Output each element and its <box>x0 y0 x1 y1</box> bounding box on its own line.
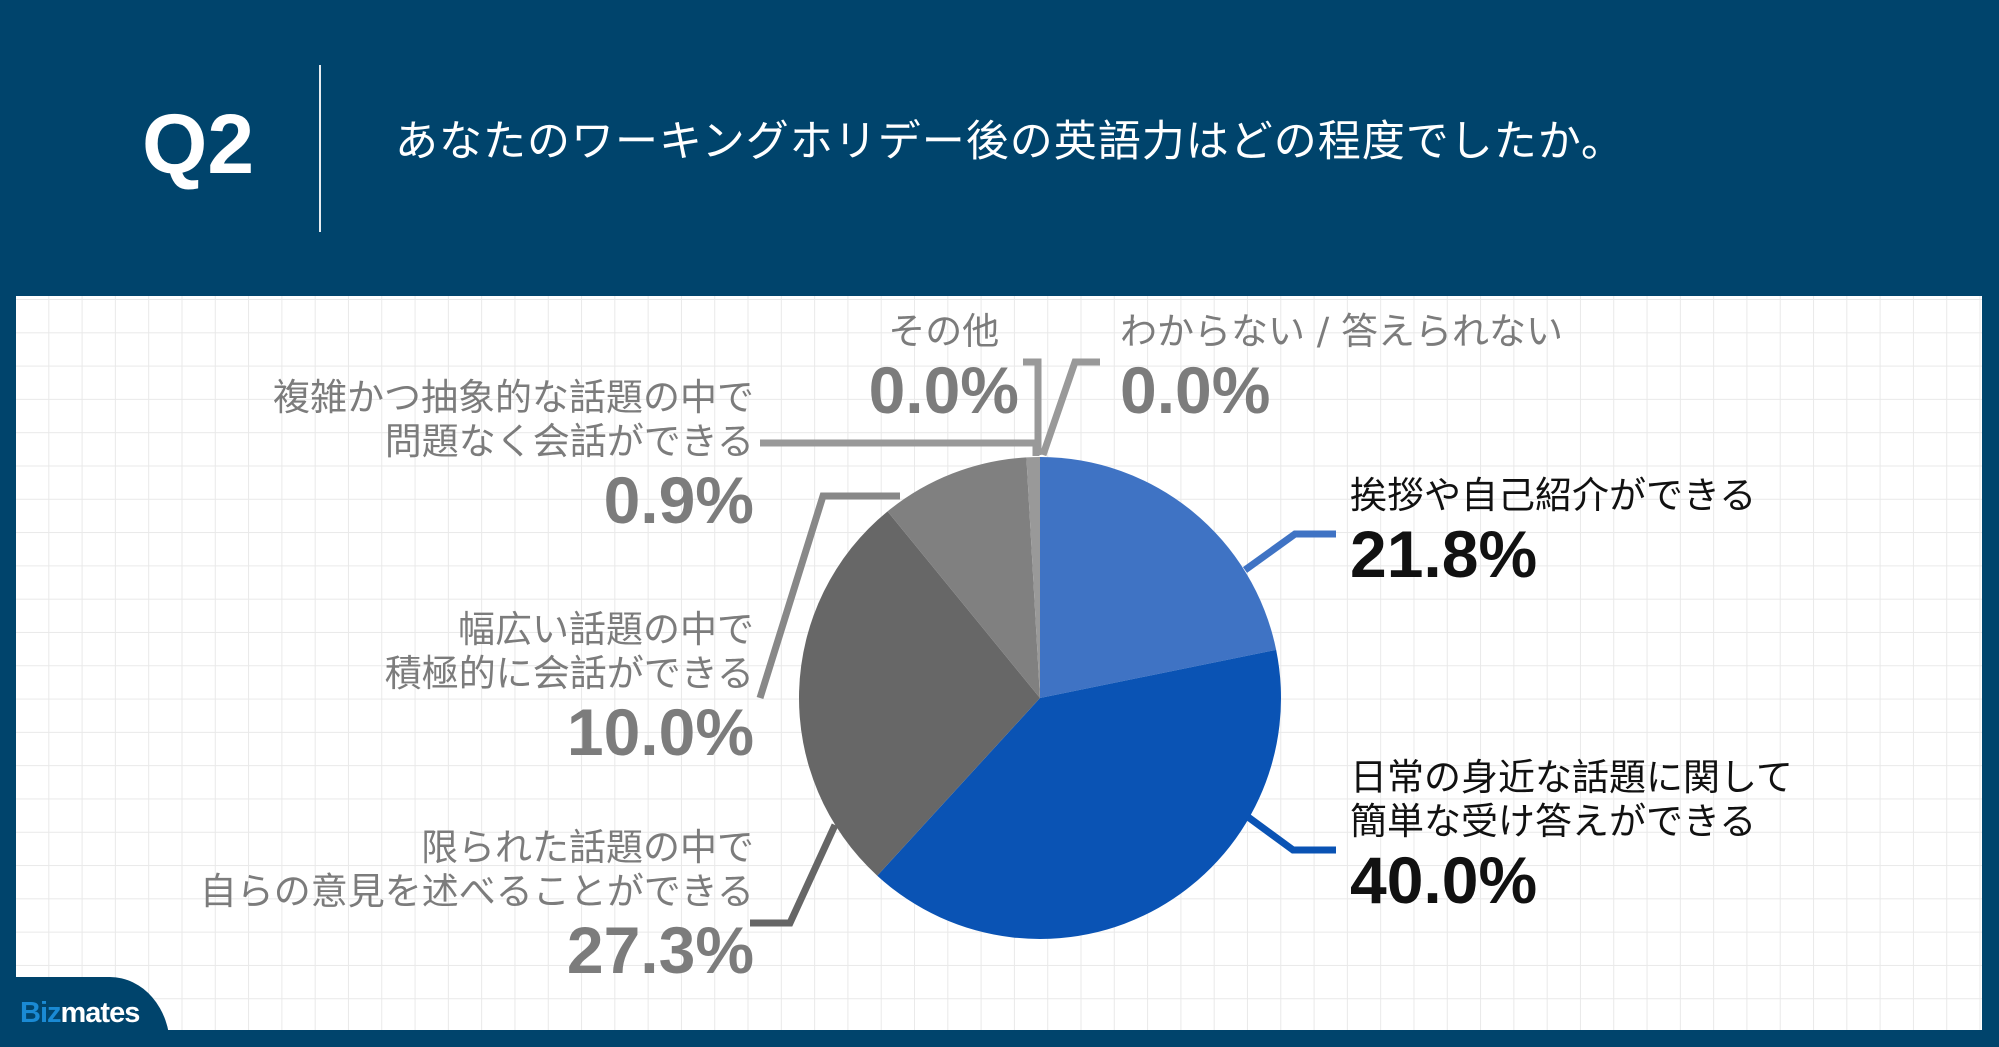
pie-chart <box>750 358 1336 940</box>
slice-wide-topics <box>887 457 1040 698</box>
question-text: あなたのワーキングホリデー後の英語力はどの程度でしたか。 <box>395 117 1625 167</box>
logo-mates: mates <box>60 997 141 1029</box>
logo-tab <box>0 977 170 1047</box>
label-percentage: 40.0% <box>1350 843 1538 917</box>
label-percentage: 0.9% <box>603 463 754 537</box>
label-category-line1: 限られた話題の中で <box>421 826 754 869</box>
leader-line-l7 <box>1039 358 1100 457</box>
bizmates-logo: Bizmates <box>20 995 141 1031</box>
label-greeting: 挨拶や自己紹介ができる 21.8% <box>1350 474 1756 590</box>
slice-complex-topics <box>1026 457 1040 698</box>
label-category-line1: 日常の身近な話題に関して <box>1350 756 1793 799</box>
label-category-line2: 簡単な受け答えができる <box>1350 800 1757 843</box>
label-category-line2: 問題なく会話ができる <box>384 420 754 463</box>
slice-limited-topics <box>798 511 1040 876</box>
header-divider <box>319 65 321 232</box>
leader-line-l1 <box>1242 530 1336 573</box>
header: Q2 あなたのワーキングホリデー後の英語力はどの程度でしたか。 <box>0 0 1999 296</box>
slice-greeting <box>1040 457 1277 698</box>
leader-line-l4 <box>756 492 900 700</box>
label-percentage: 10.0% <box>566 695 754 769</box>
label-category: 挨拶や自己紹介ができる <box>1350 474 1757 517</box>
logo-biz: Biz <box>20 997 61 1029</box>
label-percentage: 0.0% <box>1120 353 1271 427</box>
label-category-line1: 複雑かつ抽象的な話題の中で <box>273 376 754 419</box>
label-limited-topics: 限られた話題の中で 自らの意見を述べることができる 27.3% <box>200 826 754 986</box>
label-category: その他 <box>888 310 1000 353</box>
pie-slices <box>798 457 1281 940</box>
label-dont-know: わからない / 答えられない 0.0% <box>1120 310 1563 426</box>
leader-line-l5 <box>760 439 1040 456</box>
label-other: その他 0.0% <box>869 310 1019 426</box>
slice-daily-topics <box>877 649 1281 940</box>
chart-panel: 挨拶や自己紹介ができる 21.8% 日常の身近な話題に関して 簡単な受け答えがで… <box>16 296 1982 1030</box>
label-percentage: 0.0% <box>868 353 1019 427</box>
label-wide-topics: 幅広い話題の中で 積極的に会話ができる 10.0% <box>385 608 754 768</box>
label-complex-topics: 複雑かつ抽象的な話題の中で 問題なく会話ができる 0.9% <box>273 376 754 536</box>
label-percentage: 21.8% <box>1350 517 1538 591</box>
leader-line-l3 <box>750 823 839 927</box>
leader-lines <box>750 358 1336 927</box>
question-number: Q2 <box>142 97 255 191</box>
leader-line-l6 <box>1023 358 1042 455</box>
label-category-line2: 積極的に会話ができる <box>384 652 754 695</box>
label-category-line2: 自らの意見を述べることができる <box>199 870 754 913</box>
leader-line-l2 <box>1245 814 1336 854</box>
label-daily-topics: 日常の身近な話題に関して 簡単な受け答えができる 40.0% <box>1350 756 1793 916</box>
label-percentage: 27.3% <box>566 913 754 987</box>
label-category: わからない / 答えられない <box>1120 310 1563 353</box>
label-category-line1: 幅広い話題の中で <box>458 608 754 651</box>
